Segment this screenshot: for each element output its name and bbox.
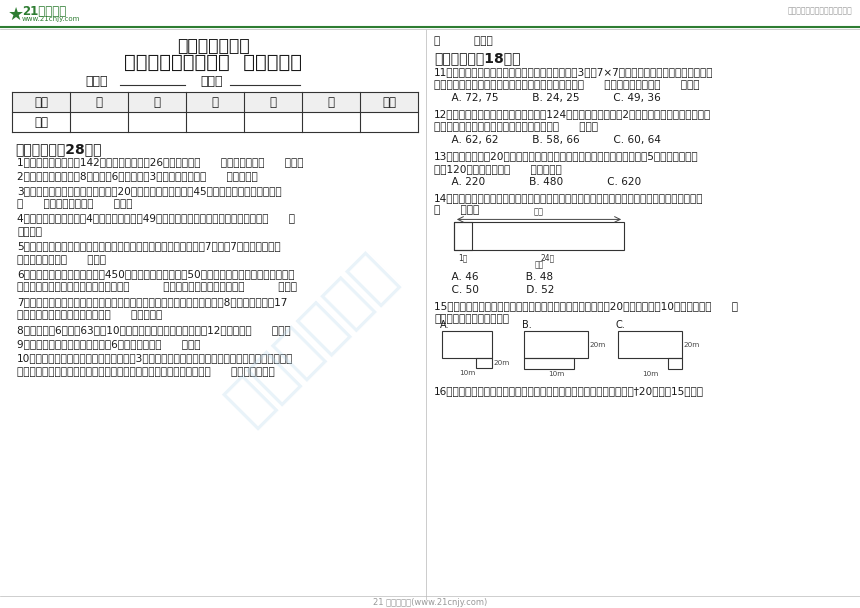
Bar [360,92,418,112]
Text: 题号: 题号 [34,95,48,109]
Text: 红色的菊花，其余用黄色的菊花。要准备红色的菊花（      ）盆，黄色的菊花（      ）盆。: 红色的菊花，其余用黄色的菊花。要准备红色的菊花（ ）盆，黄色的菊花（ ）盆。 [434,80,699,91]
Text: 1．足球和篮球一共有142个，篮球比足球少26个，篮球有（      ）个，足球有（      ）个。: 1．足球和篮球一共有142个，篮球比足球少26个，篮球有（ ）个，足球有（ ）个… [17,157,304,167]
Bar [668,358,682,369]
Text: C.: C. [616,320,626,330]
Bar [442,331,492,358]
Text: 2．一个长方形的长是8米，宽是6米，长增加3米，面积就增加（      ）平方米。: 2．一个长方形的长是8米，宽是6米，长增加3米，面积就增加（ ）平方米。 [17,171,258,181]
Text: 一、填空题（28分）: 一、填空题（28分） [15,142,101,156]
Text: 总分: 总分 [382,95,396,109]
Bar [302,92,360,112]
Text: 16．手机维修部来了三位顾客，根据他们手机的损坏程度修理分别需要†20分钟、15分钟、: 16．手机维修部来了三位顾客，根据他们手机的损坏程度修理分别需要†20分钟、15… [434,386,704,396]
Bar [12,92,70,112]
Bar [618,331,682,358]
Text: 平方米。: 平方米。 [17,227,42,237]
Text: C. 50              D. 52: C. 50 D. 52 [438,285,555,295]
Text: 姓名：: 姓名： [85,75,108,88]
Text: 苏教版小学数学: 苏教版小学数学 [176,36,249,55]
Text: 一半: 一半 [534,207,544,216]
Text: 二、选择题（18分）: 二、选择题（18分） [434,52,520,66]
Text: 8．一个时钟6时整敆63下，10秒敌完，请你想一想，这个钟敌12下，需要（      ）秒。: 8．一个时钟6时整敆63下，10秒敌完，请你想一想，这个钟敌12下，需要（ ）秒… [17,325,291,334]
Text: 5．运动会开幕式上，「花环」队同学在操场上排成方队表演，每行7人，有7行，「花环」方: 5．运动会开幕式上，「花环」队同学在操场上排成方队表演，每行7人，有7行，「花环… [17,241,280,251]
Bar [454,223,472,250]
Text: 20m: 20m [589,342,605,348]
Bar [128,92,186,112]
Text: 14．王红画了一幅线段图（如图）来求一本故事书的总页数，从图中可以看出故事书的总页数是: 14．王红画了一幅线段图（如图）来求一本故事书的总页数，从图中可以看出故事书的总… [434,193,703,202]
Text: 10m: 10m [642,371,658,378]
Bar [524,358,574,369]
Text: （      ）页。: （ ）页。 [434,206,479,215]
Text: 10．学校春季运动会开幕式上，四年级有3个方阵参加了团体操表演，每个方阵四行，每行四人，: 10．学校春季运动会开幕式上，四年级有3个方阵参加了团体操表演，每个方阵四行，每… [17,353,293,364]
Text: 图书就同样多了。甲书架上原来有图书（          ）本，乙书架上原来有图书（          ）本。: 图书就同样多了。甲书架上原来有图书（ ）本，乙书架上原来有图书（ ）本。 [17,283,297,292]
Text: 21 世纪教育网(www.21cnjy.com): 21 世纪教育网(www.21cnjy.com) [373,598,487,607]
Text: 队最外边一圈有（      ）人。: 队最外边一圈有（ ）人。 [17,255,106,264]
Text: 10m: 10m [548,371,564,378]
Text: B.: B. [522,320,531,330]
Bar [476,358,492,368]
Text: 13．四年级同学站20行排队做操，每行人数相等，如果五年级再站同样的5行，就比原来增: 13．四年级同学站20行排队做操，每行人数相等，如果五年级再站同样的5行，就比原… [434,151,698,161]
Text: 平方米种玉米，种葫芦的面积是（      ）平方米。: 平方米种玉米，种葫芦的面积是（ ）平方米。 [17,310,163,320]
Text: 可以表示操场的变化情况。: 可以表示操场的变化情况。 [434,314,509,323]
Text: 15．新庄小学操场原来是一个长方形，扩建校园时，长增加了20米，宽增加了10米，下面图（      ）: 15．新庄小学操场原来是一个长方形，扩建校园时，长增加了20米，宽增加了10米，… [434,301,738,311]
Text: A. 62, 62          B. 58, 66          C. 60, 64: A. 62, 62 B. 58, 66 C. 60, 64 [438,135,660,145]
Text: 最外圈的同学穿白色衣服，其余的穿红色衣服，一共要准备白色衣服（      ）套，红色衣服: 最外圈的同学穿白色衣服，其余的穿红色衣服，一共要准备白色衣服（ ）套，红色衣服 [17,367,274,377]
Text: 10m: 10m [459,370,475,376]
Text: 中小学教育资源及组卷应用平台: 中小学教育资源及组卷应用平台 [787,6,852,15]
Text: 五: 五 [328,95,335,109]
Bar [70,92,128,112]
Text: 一: 一 [95,95,102,109]
Text: 加了120人，四年级有（      ）人做操。: 加了120人，四年级有（ ）人做操。 [434,164,562,174]
Text: A. 46              B. 48: A. 46 B. 48 [438,272,553,282]
Text: 中小学教育网: 中小学教育网 [216,243,404,432]
Text: （          ）套。: （ ）套。 [434,36,493,46]
Text: ★: ★ [8,6,24,24]
Text: 11．国庆节到了，环卫工人把一盆盆的菊花摆成了3个「7×7」的方阵布置人民广场，最外圈用: 11．国庆节到了，环卫工人把一盆盆的菊花摆成了3个「7×7」的方阵布置人民广场，… [434,67,714,77]
Text: www.21cnjy.com: www.21cnjy.com [22,16,80,22]
Bar [524,331,588,358]
Text: （      ）辆，自行车有（      ）辆。: （ ）辆，自行车有（ ）辆。 [17,199,132,209]
Text: A.: A. [440,320,450,330]
Text: 得分: 得分 [34,116,48,129]
Text: 四: 四 [269,95,277,109]
Text: 二: 二 [153,95,161,109]
Text: A. 220             B. 480             C. 620: A. 220 B. 480 C. 620 [438,177,642,187]
Bar [454,223,624,250]
Text: ？页: ？页 [534,260,544,269]
Text: A. 72, 75          B. 24, 25          C. 49, 36: A. 72, 75 B. 24, 25 C. 49, 36 [438,93,660,103]
Text: 1页: 1页 [458,253,468,262]
Text: 20m: 20m [683,342,699,348]
Text: 同样多，四年级一班和四年级二班原来各有（      ）人。: 同样多，四年级一班和四年级二班原来各有（ ）人。 [434,122,598,132]
Text: 三: 三 [212,95,218,109]
Text: 班级：: 班级： [200,75,223,88]
Text: 7．同学们在试验田种葫芦和玉米，种葫芦的面积比试验田面积的一半还多8平方米，剩下的17: 7．同学们在试验田种葫芦和玉米，种葫芦的面积比试验田面积的一半还多8平方米，剩下… [17,297,287,307]
Bar [186,92,244,112]
Bar [244,92,302,112]
Text: 6．甲、乙两个书架上共有图书450本，如果从甲书架上取50本图书放到乙书架上，两个书架的: 6．甲、乙两个书架上共有图书450本，如果从甲书架上取50本图书放到乙书架上，两… [17,269,294,279]
Text: 4．一个长方形，长缩短4米，就变成面积是49平方米的正方形，原来长方形的面积是（      ）: 4．一个长方形，长缩短4米，就变成面积是49平方米的正方形，原来长方形的面积是（… [17,213,295,224]
Text: 四年级下册第五单元  质量调研卷: 四年级下册第五单元 质量调研卷 [124,53,302,72]
Text: 3．在停车场停有自行车和三轮车內20辆，两种车的车轮共有45个，停车场里停的三轮车有: 3．在停车场停有自行车和三轮车內20辆，两种车的车轮共有45个，停车场里停的三轮… [17,185,281,196]
Text: 24页: 24页 [541,253,555,262]
Text: 12．四年级一班和四年级二班共有学生124人，从四年级二班调2人到四年级一班后，两班的生: 12．四年级一班和四年级二班共有学生124人，从四年级二班调2人到四年级一班后，… [434,109,711,119]
Text: 9．一个表演方阵，每排四人，有6行，最外圈有（      ）人。: 9．一个表演方阵，每排四人，有6行，最外圈有（ ）人。 [17,339,200,349]
Text: 21世纪教育: 21世纪教育 [22,5,66,18]
Text: 20m: 20m [493,361,509,367]
